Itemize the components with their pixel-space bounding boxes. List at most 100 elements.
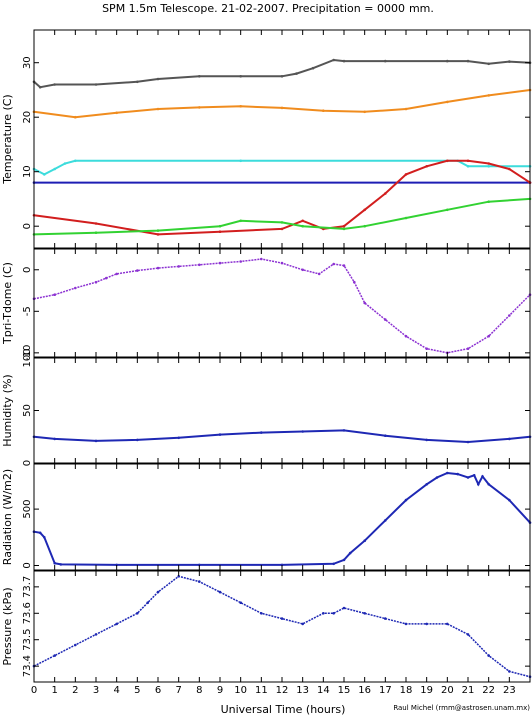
panel-3: 0 50 100 Humidity (%) — [1, 348, 532, 466]
x-tick-label: 2 — [72, 685, 78, 696]
series-1-point — [342, 558, 346, 562]
series-1-point — [280, 261, 284, 265]
series-6-point — [342, 227, 346, 231]
y-tick-label: -5 — [22, 306, 33, 316]
series-6-point — [156, 229, 160, 232]
series-6-point — [446, 208, 449, 212]
series-3-point — [487, 165, 491, 168]
series-2-point — [363, 110, 367, 114]
x-tick-label: 16 — [358, 685, 371, 696]
series-1-line — [33, 471, 531, 566]
series-1-point — [322, 612, 325, 615]
y-tick-label: 100 — [22, 348, 33, 367]
series-3-line — [33, 159, 530, 176]
series-2-point — [115, 111, 118, 115]
series-1-point — [136, 438, 139, 442]
series-1-point — [508, 498, 511, 502]
series-5-point — [363, 208, 367, 212]
chart-title: SPM 1.5m Telescope. 21-02-2007. Precipit… — [102, 2, 434, 15]
series-1-point — [508, 314, 511, 317]
series-1-point — [53, 654, 56, 657]
series-5-point — [425, 165, 429, 168]
series-1-point — [136, 612, 139, 615]
y-tick-label: 10 — [22, 165, 33, 178]
y-tick-label: 30 — [22, 56, 33, 69]
y-axis-label: Radiation (W/m2) — [1, 469, 14, 565]
series-1-point — [53, 561, 56, 565]
series-1-point — [446, 622, 449, 626]
series-1-point — [53, 83, 56, 86]
series-6-point — [218, 224, 222, 228]
x-tick-label: 4 — [113, 685, 119, 696]
y-axis-label: Tpri-Tdome (C) — [1, 262, 14, 345]
series-1-point — [332, 612, 336, 615]
series-5-point — [94, 222, 98, 225]
series-1-point — [384, 519, 387, 522]
series-1-point — [239, 601, 242, 604]
series-1-point — [295, 72, 298, 75]
series-1-point — [456, 472, 460, 476]
series-1-point — [38, 531, 42, 535]
y-tick-label: 73.6 — [22, 602, 33, 624]
series-6-point — [280, 221, 284, 224]
series-6-point — [94, 231, 98, 234]
x-tick-label: 19 — [420, 685, 433, 696]
y-tick-label: 20 — [22, 111, 33, 124]
panel-5: 73.4 73.5 73.6 73.7 Pressure (kPa) — [1, 570, 532, 683]
series-1-point — [384, 434, 387, 438]
x-tick-label: 10 — [234, 685, 247, 696]
y-tick-label: 500 — [22, 500, 33, 519]
series-1-point — [466, 476, 470, 479]
series-1-point — [404, 498, 408, 502]
plot-frame — [33, 248, 531, 358]
series-1-point — [481, 475, 484, 478]
series-1-point — [260, 257, 263, 261]
series-1-point — [136, 80, 139, 84]
series-5-point — [342, 224, 346, 228]
plot-frame — [33, 29, 531, 249]
series-1-point — [477, 483, 480, 486]
series-1-point — [466, 633, 470, 636]
series-1-point — [156, 77, 160, 81]
series-1-point — [218, 590, 222, 594]
series-1-point — [218, 433, 222, 436]
x-axis-label: Universal Time (hours) — [221, 703, 346, 716]
series-1-point — [301, 622, 305, 626]
series-1-point — [74, 643, 77, 647]
x-tick-label: 17 — [379, 685, 392, 696]
series-1-point — [353, 280, 356, 284]
x-tick-label: 21 — [462, 685, 475, 696]
series-1-point — [425, 622, 429, 626]
y-tick-label: 0 — [22, 267, 33, 273]
series-1-point — [363, 612, 367, 615]
y-tick-label: -10 — [22, 345, 33, 361]
series-1-point — [59, 563, 63, 566]
series-5-point — [156, 233, 160, 236]
series-1-point — [508, 670, 511, 673]
series-1-line — [33, 429, 531, 444]
x-tick-label: 22 — [482, 685, 495, 696]
series-5-point — [446, 159, 449, 163]
x-tick-label: 18 — [400, 685, 413, 696]
y-tick-label: 50 — [22, 404, 33, 417]
series-1-point — [280, 563, 284, 567]
x-tick-label: 0 — [31, 685, 37, 696]
y-tick-label: 0 — [22, 562, 33, 568]
series-1-point — [466, 347, 470, 351]
series-1-point — [198, 563, 201, 567]
series-1-point — [260, 612, 263, 615]
series-2-point — [74, 115, 77, 119]
x-tick-label: 14 — [317, 685, 330, 696]
series-1-point — [280, 75, 284, 78]
series-2-point — [198, 106, 201, 109]
series-1-point — [43, 536, 46, 539]
series-1-point — [260, 431, 263, 434]
series-2-line — [33, 89, 531, 119]
series-1-point — [472, 474, 476, 477]
series-1-point — [487, 483, 491, 486]
series-1-point — [311, 66, 315, 70]
series-6-point — [487, 200, 491, 203]
x-tick-label: 13 — [296, 685, 309, 696]
series-1-point — [239, 260, 242, 263]
